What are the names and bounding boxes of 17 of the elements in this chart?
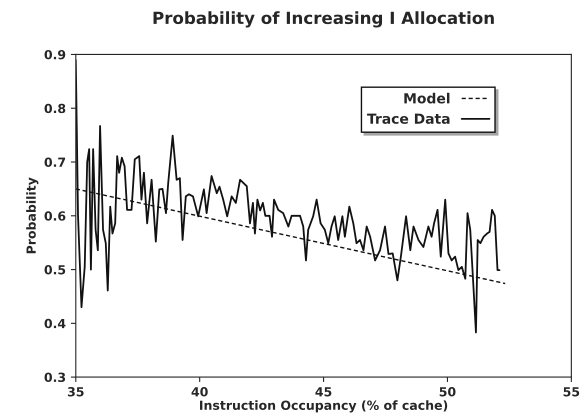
chart-title: Probability of Increasing I Allocation — [154, 11, 494, 28]
y-tick-label: 0.9 — [44, 50, 66, 60]
y-tick-label: 0.4 — [44, 318, 66, 328]
x-tick-label: 45 — [315, 387, 332, 396]
y-tick-label: 0.8 — [44, 104, 66, 114]
y-tick-label: 0.5 — [44, 265, 66, 274]
x-tick-label: 35 — [68, 387, 84, 396]
y-tick-label: 0.6 — [44, 211, 66, 221]
x-tick-label: 55 — [564, 387, 580, 396]
x-tick-label: 50 — [440, 387, 456, 396]
legend-label: Model — [404, 92, 450, 104]
y-axis-title: Probability — [26, 177, 38, 254]
y-tick-label: 0.3 — [44, 372, 66, 382]
x-tick-label: 40 — [192, 387, 208, 396]
y-tick-label: 0.7 — [44, 157, 66, 167]
legend-label: Trace Data — [367, 114, 450, 124]
x-axis-title: Instruction Occupancy (% of cache) — [200, 400, 448, 413]
